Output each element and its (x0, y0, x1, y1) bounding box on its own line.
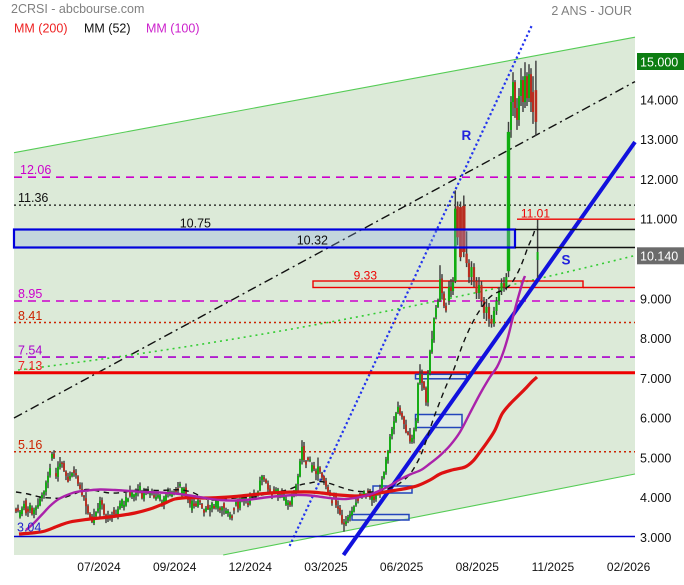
svg-text:12/2024: 12/2024 (229, 560, 273, 574)
svg-text:3.04: 3.04 (17, 521, 41, 535)
svg-text:5.16: 5.16 (18, 438, 42, 452)
svg-text:2 ANS - JOUR: 2 ANS - JOUR (551, 4, 632, 18)
svg-text:R: R (462, 128, 472, 143)
svg-text:12.000: 12.000 (640, 173, 678, 187)
svg-text:14.000: 14.000 (640, 93, 678, 107)
svg-text:10.32: 10.32 (297, 233, 328, 247)
svg-text:6.000: 6.000 (640, 412, 671, 426)
svg-text:02/2026: 02/2026 (607, 560, 651, 574)
svg-text:15.000: 15.000 (640, 55, 678, 69)
svg-text:3.000: 3.000 (640, 531, 671, 545)
svg-text:4.000: 4.000 (640, 491, 671, 505)
svg-text:09/2024: 09/2024 (153, 560, 197, 574)
svg-text:S: S (562, 253, 571, 268)
svg-text:13.000: 13.000 (640, 133, 678, 147)
svg-text:7.13: 7.13 (18, 359, 42, 373)
svg-text:11/2025: 11/2025 (532, 560, 575, 574)
svg-text:11.000: 11.000 (640, 213, 677, 227)
svg-text:MM (100): MM (100) (146, 22, 199, 36)
svg-text:8.000: 8.000 (640, 332, 671, 346)
svg-text:2CRSI - abcbourse.com: 2CRSI - abcbourse.com (11, 2, 144, 16)
svg-text:9.33: 9.33 (354, 268, 378, 282)
svg-text:03/2025: 03/2025 (304, 560, 348, 574)
svg-text:MM (52): MM (52) (84, 22, 131, 36)
svg-text:MM (200): MM (200) (14, 22, 67, 36)
svg-text:07/2024: 07/2024 (77, 560, 121, 574)
svg-text:7.54: 7.54 (18, 343, 42, 357)
svg-text:9.000: 9.000 (640, 292, 671, 306)
svg-text:10.140: 10.140 (640, 249, 678, 263)
svg-text:7.000: 7.000 (640, 372, 671, 386)
svg-text:8.95: 8.95 (18, 287, 42, 301)
svg-text:06/2025: 06/2025 (380, 560, 424, 574)
svg-text:12.06: 12.06 (20, 163, 51, 177)
svg-text:10.75: 10.75 (180, 216, 211, 230)
svg-text:11.36: 11.36 (18, 191, 48, 205)
svg-text:11.01: 11.01 (521, 207, 550, 221)
svg-text:5.000: 5.000 (640, 451, 671, 465)
svg-text:08/2025: 08/2025 (456, 560, 500, 574)
svg-text:8.41: 8.41 (18, 309, 42, 323)
